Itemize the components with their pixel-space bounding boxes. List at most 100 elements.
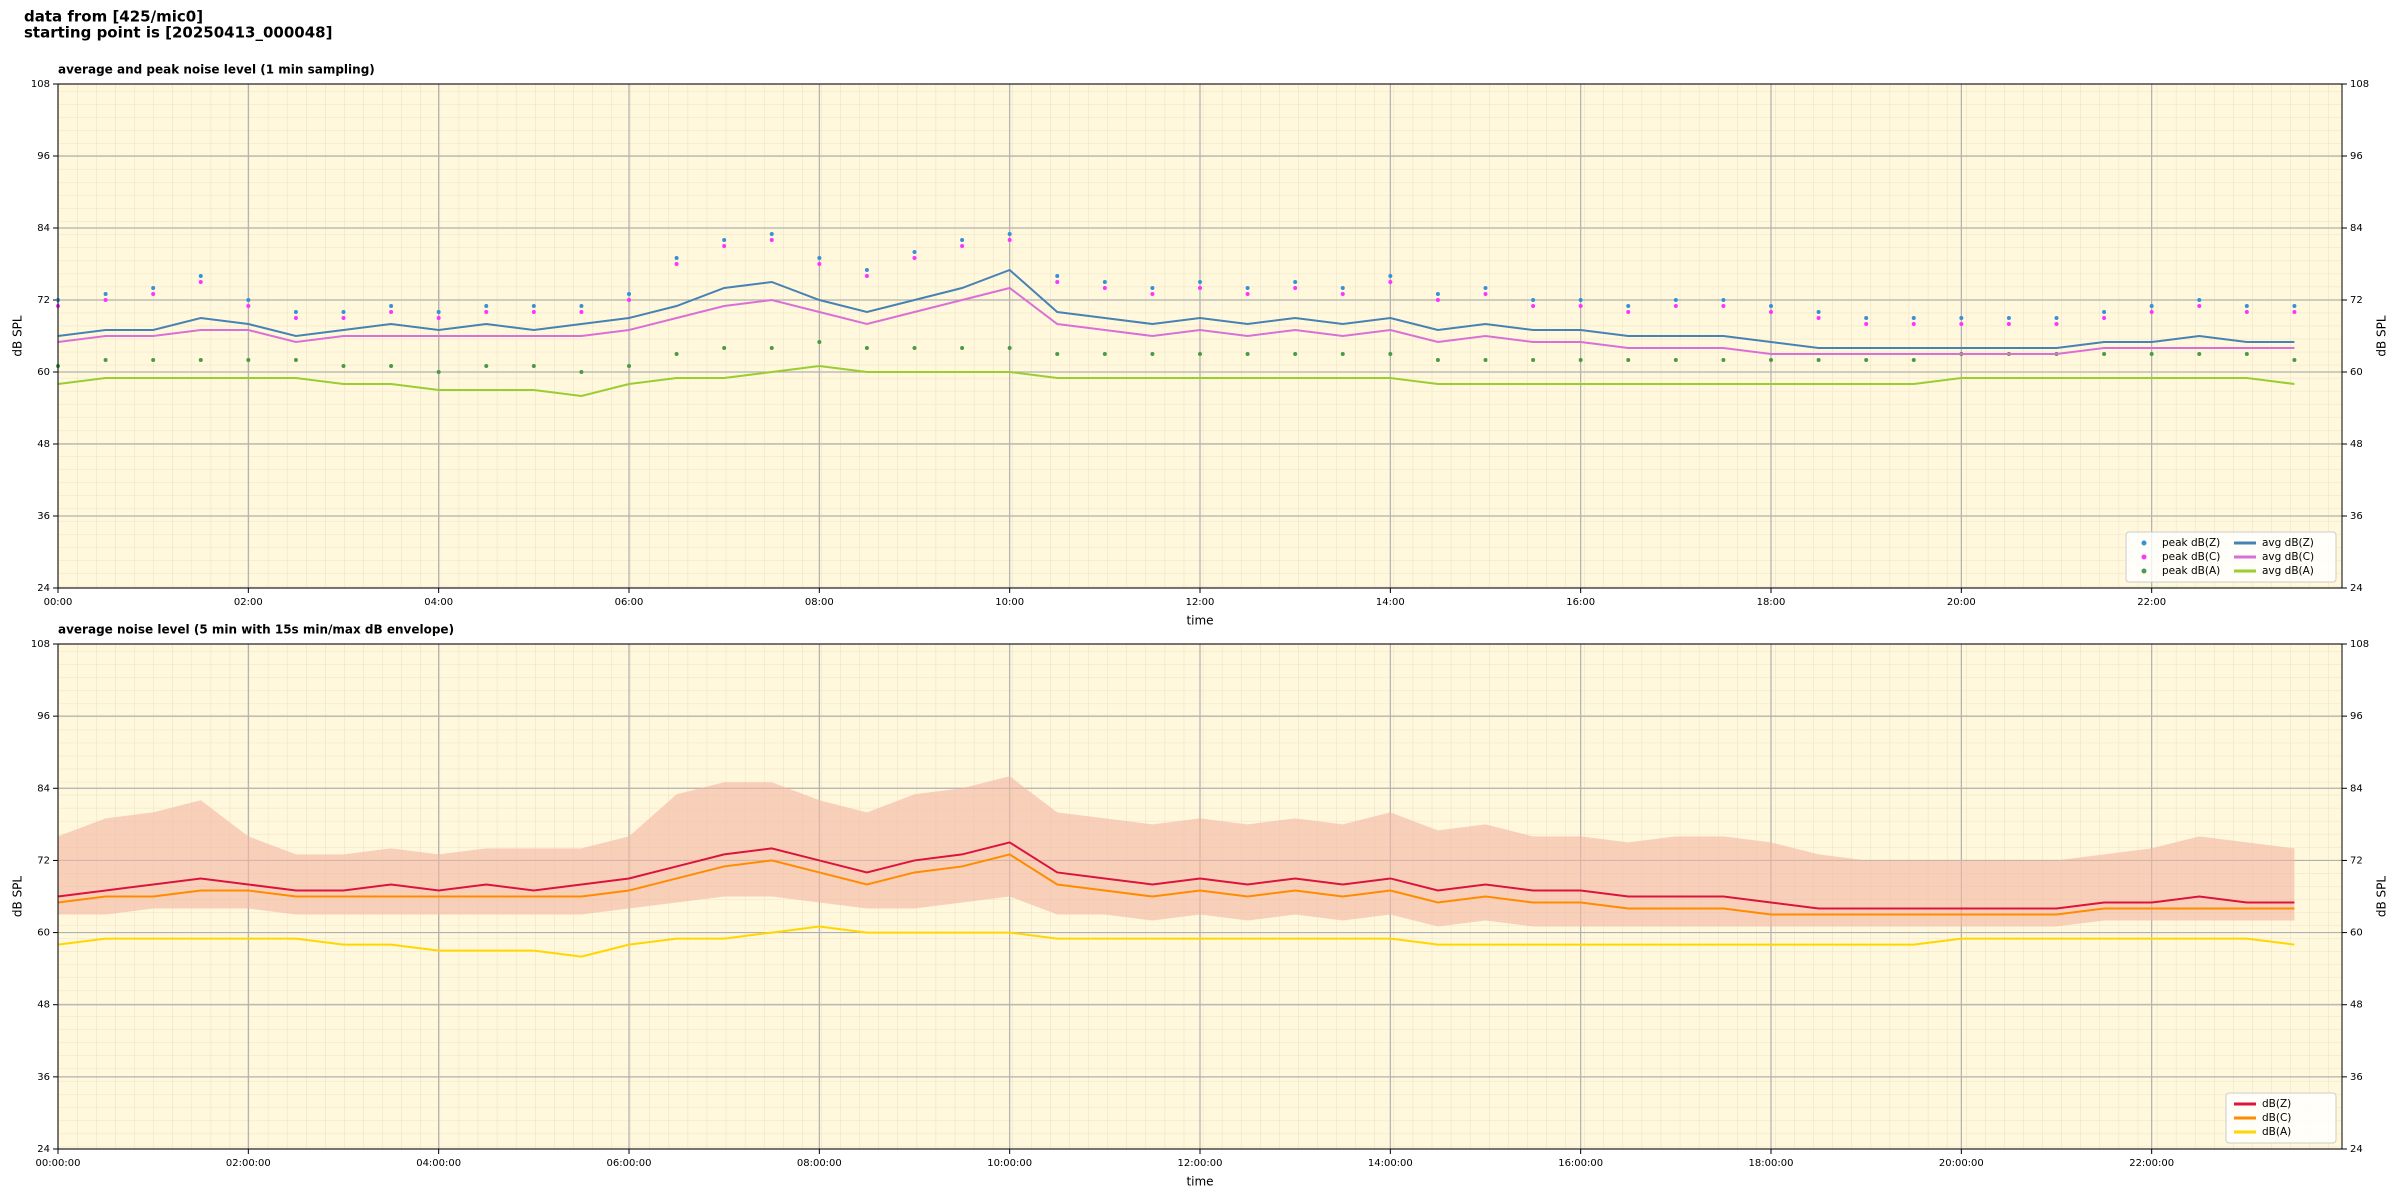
peak-point: [2197, 304, 2202, 308]
envelope-area: [58, 776, 2295, 927]
peak-point: [960, 346, 965, 350]
peak-point: [2197, 352, 2202, 356]
plot-frame: [57, 643, 2343, 1150]
peak-point: [341, 364, 346, 368]
peak-point: [769, 346, 774, 350]
peak-point: [1864, 322, 1869, 326]
peak-point: [1864, 358, 1869, 362]
y-tick-label: 24: [37, 1144, 50, 1155]
peak-point: [1340, 292, 1345, 296]
chart-title: average noise level (5 min with 15s min/…: [58, 623, 454, 637]
y-axis-label: dB SPL: [11, 876, 25, 918]
peak-point: [579, 304, 584, 308]
peak-point: [627, 364, 631, 368]
peak-point: [579, 310, 584, 314]
legend-label: dB(C): [2262, 1112, 2291, 1124]
series-line: [57, 841, 2295, 910]
x-tick-label: 10:00:00: [987, 1158, 1032, 1169]
peak-point: [2244, 352, 2249, 356]
peak-point: [2149, 304, 2154, 308]
peak-point: [1531, 304, 1536, 308]
peak-point: [531, 364, 536, 368]
x-tick-label: 02:00: [234, 597, 263, 608]
y-tick-label: 84: [2350, 783, 2363, 794]
header-line: starting point is [20250413_000048]: [24, 24, 332, 42]
y-tick-label: 72: [2350, 855, 2363, 866]
y-tick-label: 108: [2350, 639, 2369, 650]
peak-point: [864, 346, 869, 350]
peak-point: [151, 358, 156, 362]
peak-point: [2292, 310, 2297, 314]
y-tick-label: 36: [37, 511, 50, 522]
peak-point: [246, 298, 251, 302]
y-tick-label: 96: [2350, 711, 2363, 722]
peak-point: [103, 292, 108, 296]
x-tick-label: 00:00:00: [36, 1158, 81, 1169]
peak-point: [1340, 352, 1345, 356]
peak-point: [1198, 280, 1202, 284]
legend-label: avg dB(C): [2262, 551, 2314, 563]
peak-point: [1578, 304, 1583, 308]
legend-label: peak dB(C): [2162, 551, 2220, 563]
peak-point: [1626, 358, 1631, 362]
peak-point: [341, 316, 346, 320]
y-tick-label: 36: [37, 1072, 50, 1083]
peak-point: [1816, 358, 1821, 362]
peak-point: [484, 364, 489, 368]
y-tick-label: 84: [37, 223, 50, 234]
peak-point: [1150, 292, 1155, 296]
x-tick-label: 18:00: [1757, 597, 1786, 608]
peak-point: [769, 232, 774, 236]
peak-point: [2149, 352, 2154, 356]
peak-point: [1435, 292, 1440, 296]
peak-point: [1007, 232, 1012, 236]
peak-point: [1007, 238, 1012, 242]
y-tick-label: 48: [2350, 1000, 2363, 1011]
y-tick-label: 72: [37, 855, 50, 866]
peak-point: [436, 310, 441, 314]
x-tick-label: 06:00: [615, 597, 644, 608]
peak-point: [1293, 286, 1298, 290]
peak-point: [151, 292, 156, 296]
peak-point: [198, 358, 203, 362]
peak-point: [2292, 304, 2297, 308]
legend-swatch: [2141, 568, 2147, 574]
peak-point: [1673, 304, 1678, 308]
peak-point: [1578, 358, 1583, 362]
peak-point: [1007, 346, 1012, 350]
peak-point: [1245, 286, 1250, 290]
peak-point: [531, 304, 536, 308]
peak-point: [389, 364, 394, 368]
x-tick-label: 02:00:00: [226, 1158, 271, 1169]
peak-point: [722, 346, 727, 350]
peak-point: [674, 262, 679, 266]
peak-point: [246, 304, 251, 308]
peak-point: [817, 256, 822, 260]
peak-point: [1864, 316, 1869, 320]
peak-point: [722, 238, 727, 242]
peak-point: [817, 262, 822, 266]
peak-point: [817, 340, 822, 344]
peak-point: [1531, 298, 1536, 302]
y-tick-label: 60: [37, 367, 50, 378]
peak-point: [1245, 352, 1250, 356]
peak-point: [674, 256, 679, 260]
legend-label: dB(A): [2262, 1126, 2291, 1138]
peak-point: [1055, 280, 1060, 284]
peak-point: [1769, 310, 1773, 314]
peak-point: [1769, 358, 1773, 362]
peak-point: [2149, 310, 2154, 314]
peak-point: [436, 370, 441, 374]
peak-point: [1198, 286, 1202, 290]
y-tick-label: 72: [37, 295, 50, 306]
peak-point: [2006, 316, 2011, 320]
peak-point: [531, 310, 536, 314]
peak-point: [484, 304, 489, 308]
peak-point: [912, 250, 917, 254]
peak-point: [674, 352, 679, 356]
peak-point: [341, 310, 346, 314]
x-tick-label: 18:00:00: [1749, 1158, 1794, 1169]
x-tick-label: 20:00: [1947, 597, 1976, 608]
peak-point: [389, 310, 394, 314]
